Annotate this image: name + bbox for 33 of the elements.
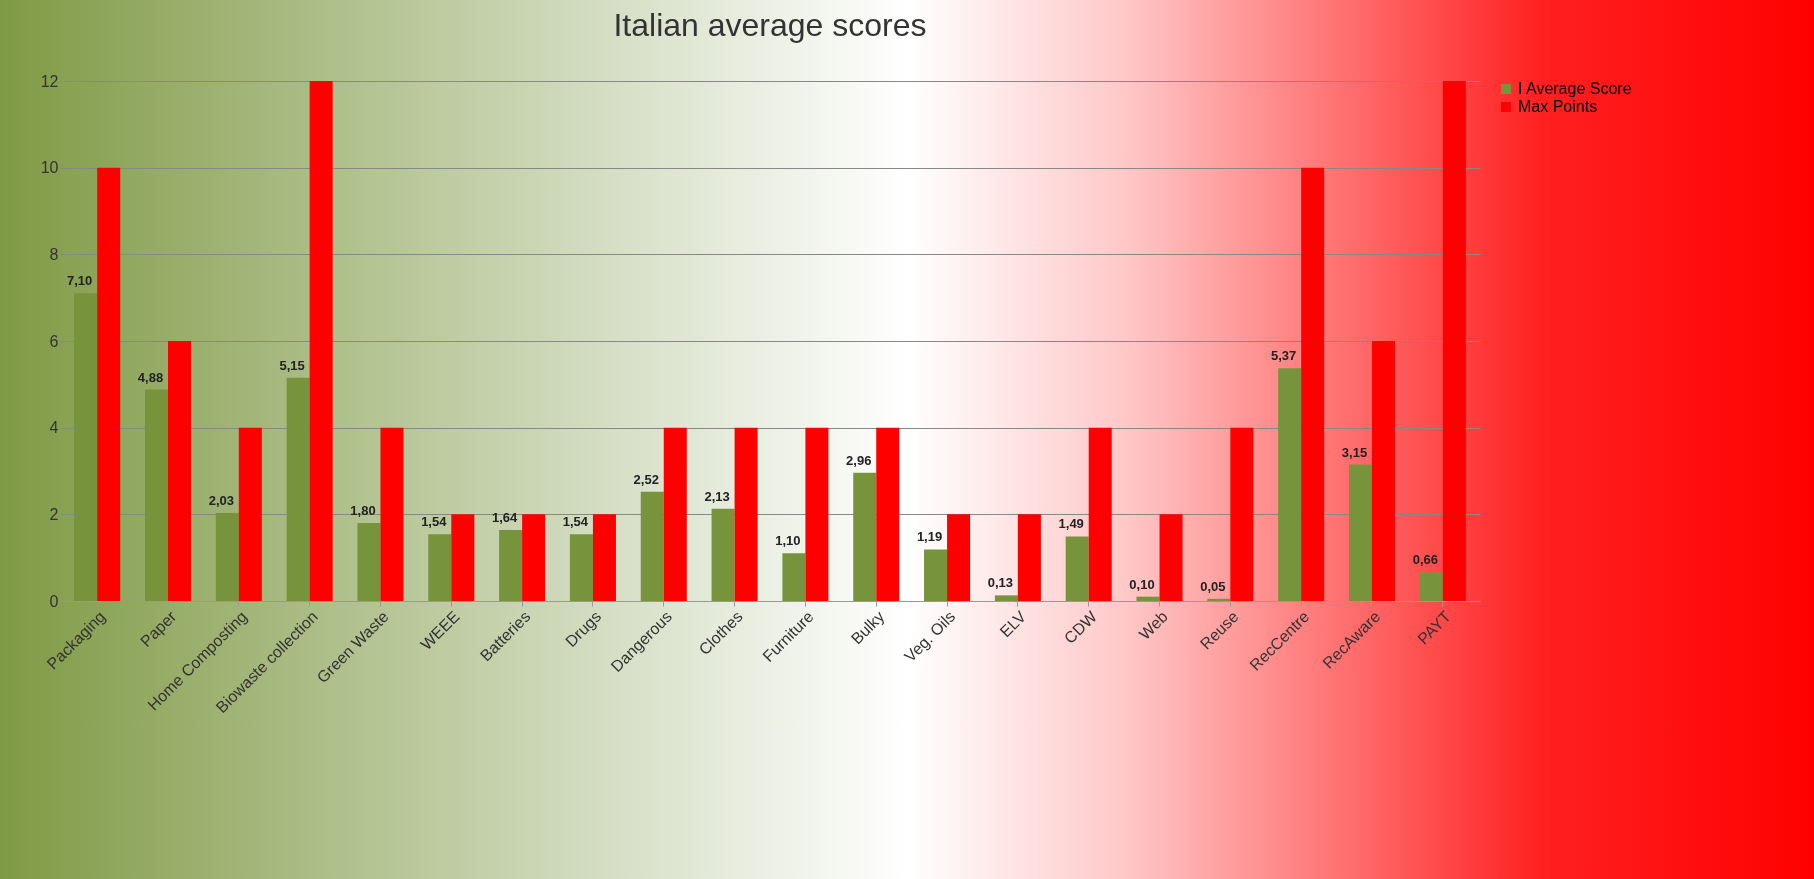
data-label: 1,49 bbox=[1058, 516, 1084, 532]
y-tick-label: 12 bbox=[40, 72, 59, 90]
data-label: 2,13 bbox=[704, 488, 730, 504]
y-tick-label: 0 bbox=[49, 592, 59, 610]
data-label: 0,05 bbox=[1200, 578, 1226, 594]
data-label: 2,03 bbox=[208, 493, 234, 509]
x-tick-label: ELV bbox=[996, 607, 1030, 641]
y-tick-label: 6 bbox=[49, 332, 59, 350]
data-label: 2,96 bbox=[846, 452, 872, 468]
data-label: 1,54 bbox=[421, 514, 448, 530]
legend-label: Max Points bbox=[1518, 98, 1598, 115]
data-label: 1,10 bbox=[775, 533, 801, 549]
data-label: 1,80 bbox=[350, 503, 376, 518]
data-label: 0,66 bbox=[1412, 552, 1438, 568]
data-label: 7,10 bbox=[67, 273, 93, 289]
data-label: 4,88 bbox=[137, 369, 164, 385]
y-tick-label: 4 bbox=[49, 419, 59, 437]
y-tick-label: 8 bbox=[49, 245, 59, 263]
data-label: 0,10 bbox=[1129, 576, 1155, 592]
data-label: 5,15 bbox=[279, 357, 305, 373]
chart-title: Italian average scores bbox=[613, 7, 927, 43]
y-tick-label: 2 bbox=[49, 505, 59, 523]
data-label: 1,19 bbox=[916, 529, 943, 545]
data-label: 5,37 bbox=[1271, 348, 1297, 364]
data-label: 1,54 bbox=[562, 514, 589, 530]
legend-label: I Average Score bbox=[1518, 80, 1632, 97]
data-label: 1,64 bbox=[491, 509, 519, 525]
data-label: 2,52 bbox=[633, 471, 659, 487]
x-tick-label: Web bbox=[1135, 607, 1171, 643]
data-label: 0,13 bbox=[987, 575, 1014, 591]
data-label: 3,15 bbox=[1341, 444, 1368, 460]
x-tick-label: Veg. Oils bbox=[901, 607, 959, 666]
y-tick-label: 10 bbox=[40, 159, 59, 177]
